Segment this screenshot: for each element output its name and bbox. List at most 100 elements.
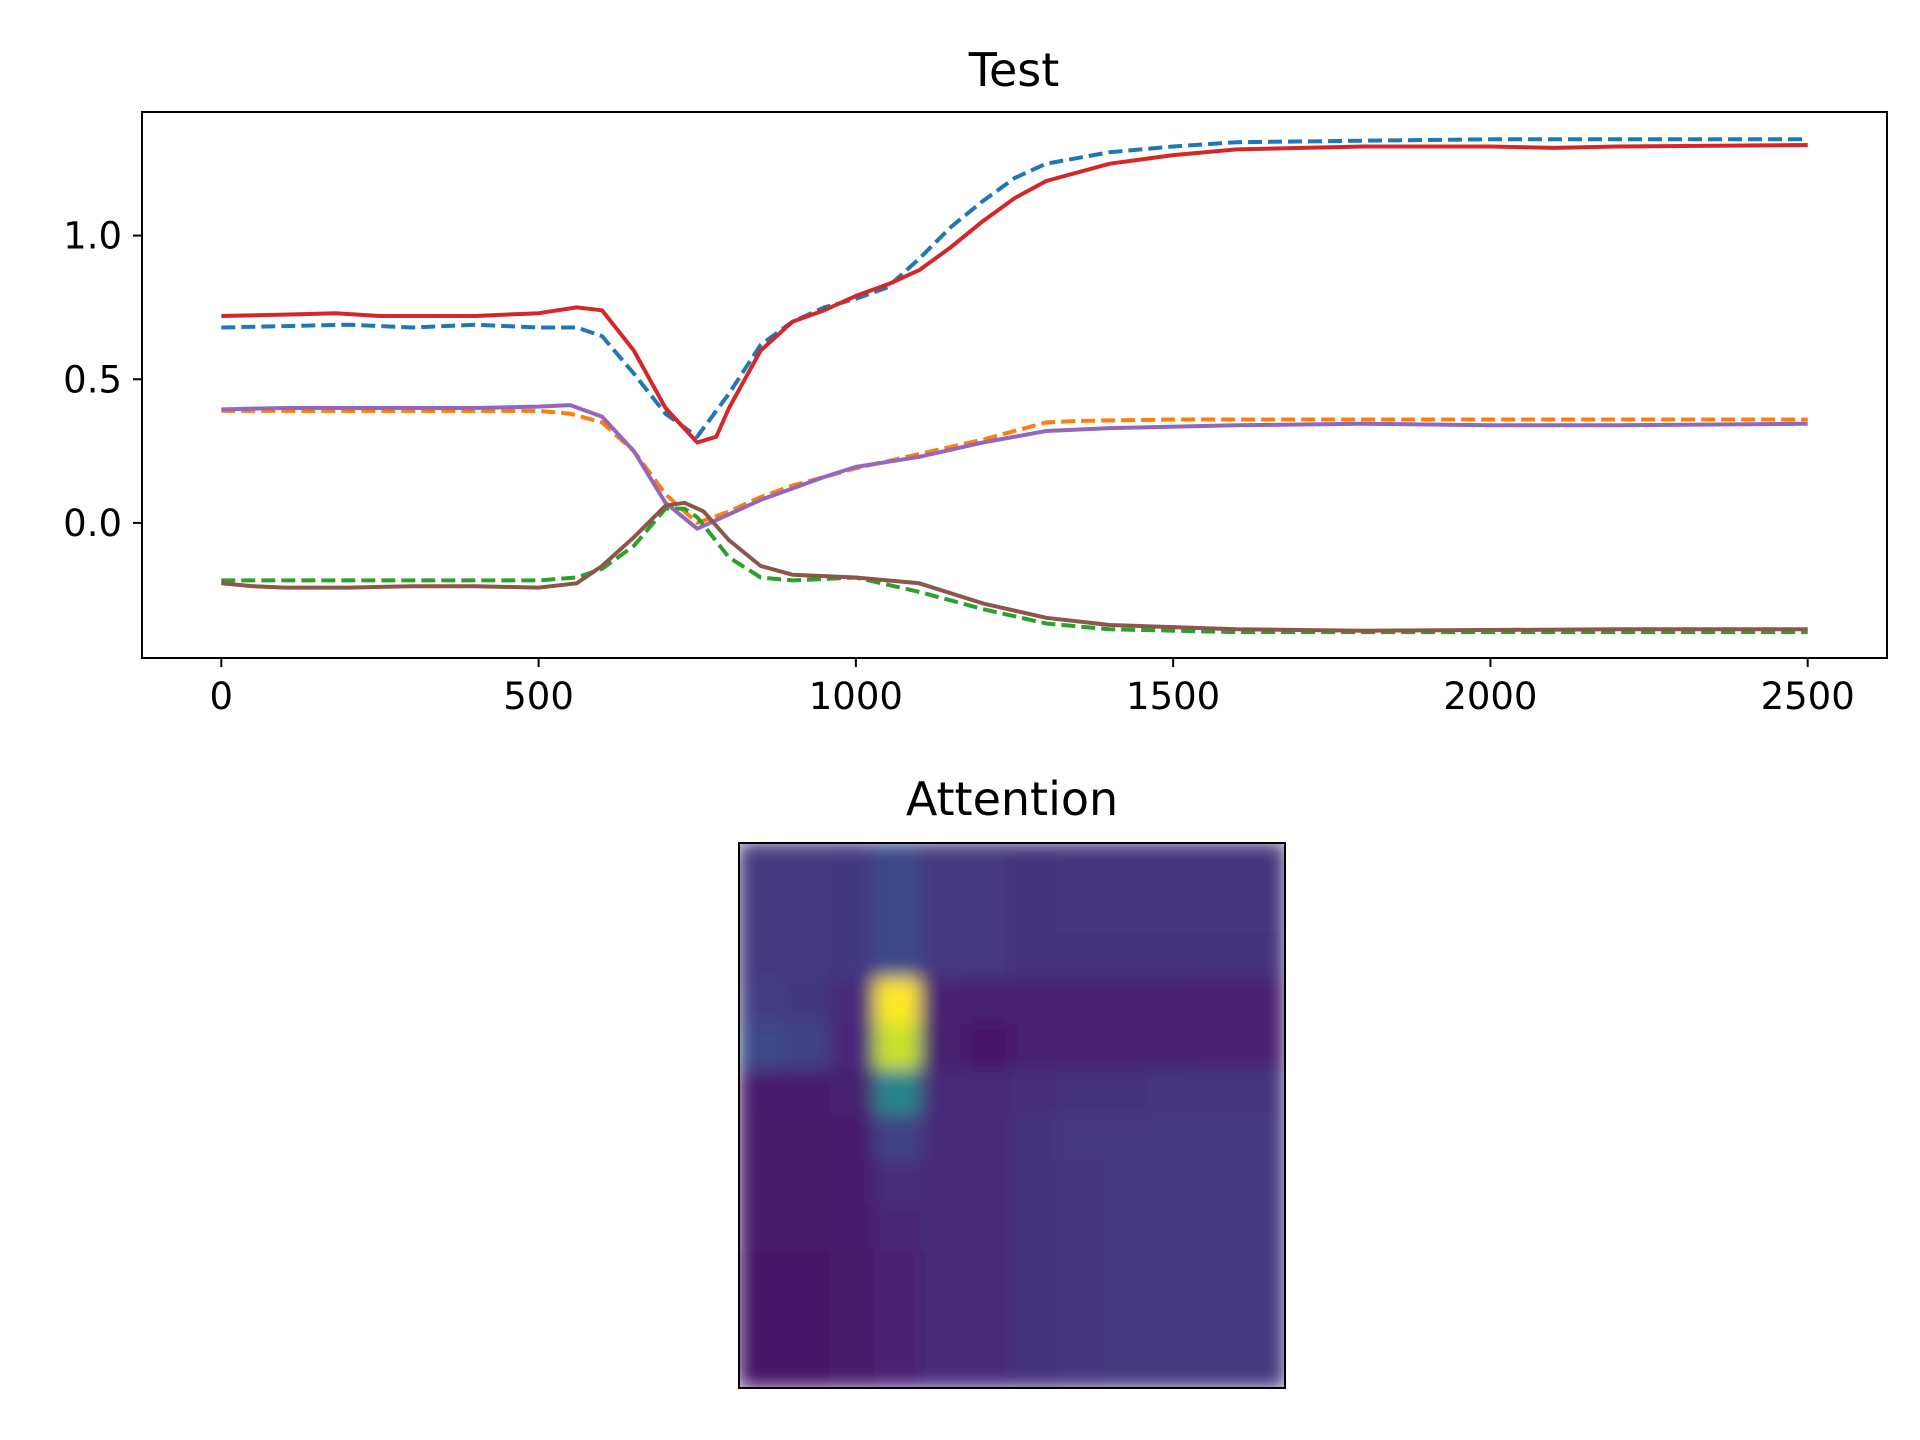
heatmap-cell	[1238, 1069, 1285, 1117]
heatmap-cell	[1011, 1205, 1059, 1253]
heatmap-cell	[1011, 978, 1059, 1026]
heatmap-cell	[829, 1159, 877, 1208]
series-line-1	[221, 137, 1808, 439]
heatmap-cell	[1193, 1159, 1241, 1208]
x-axis: 0 500 1000 1500 2000 2500	[210, 658, 1855, 718]
heatmap-cell	[1011, 843, 1059, 890]
heatmap-cell	[783, 1205, 831, 1253]
heatmap-cell	[1193, 1205, 1241, 1253]
heatmap-frame	[738, 842, 1286, 1389]
heatmap-cell	[1056, 1296, 1104, 1344]
heatmap-cell	[1056, 1023, 1104, 1072]
heatmap-cell	[829, 843, 877, 890]
series-line-3	[221, 506, 1808, 635]
y-tick-label: 1.0	[63, 215, 122, 258]
chart-title: Test	[968, 43, 1060, 97]
line-chart: Test 0 500 1000 1500 2000 2500 0.0 0.5 1.0	[63, 43, 1888, 718]
heatmap-cell	[783, 1114, 831, 1162]
heatmap-cell	[965, 1250, 1013, 1299]
heatmap-cell	[1238, 1250, 1285, 1299]
heatmap-cell	[1238, 1205, 1285, 1253]
heatmap-cell	[1238, 1023, 1285, 1072]
heatmap-cell	[1147, 1023, 1195, 1072]
heatmap-cell	[739, 843, 786, 890]
heatmap-cell	[739, 887, 786, 935]
heatmap-cell	[920, 1023, 968, 1072]
heatmap-cell	[1193, 843, 1241, 890]
heatmap-cell	[1238, 1341, 1285, 1388]
x-tick-label: 2500	[1761, 675, 1855, 718]
heatmap-cell	[829, 1023, 877, 1072]
heatmap-cell	[1193, 1023, 1241, 1072]
heatmap-cell	[920, 1341, 968, 1388]
heatmap-cell	[829, 1296, 877, 1344]
series-line-5	[221, 403, 1808, 531]
heatmap-cell	[739, 1341, 786, 1388]
heatmap-cell	[1147, 1250, 1195, 1299]
heatmap-cell	[829, 932, 877, 981]
heatmap-cell	[1238, 932, 1285, 981]
heatmap-cell	[1011, 1069, 1059, 1117]
heatmap-cell	[1193, 978, 1241, 1026]
heatmap-cell	[1056, 887, 1104, 935]
x-tick-label: 0	[210, 675, 234, 718]
heatmap-cell	[965, 843, 1013, 890]
heatmap-cell	[739, 978, 786, 1026]
heatmap-cell	[920, 1069, 968, 1117]
heatmap-cell	[1056, 1114, 1104, 1162]
heatmap-cell	[1147, 1296, 1195, 1344]
heatmap-cell	[1011, 1341, 1059, 1388]
heatmap-cell	[1147, 978, 1195, 1026]
heatmap-cell	[783, 1341, 831, 1388]
heatmap-cell	[874, 1023, 922, 1072]
series-line-2	[221, 408, 1808, 525]
heatmap-cell	[1147, 1114, 1195, 1162]
heatmap-cell	[920, 932, 968, 981]
heatmap-cell	[1056, 978, 1104, 1026]
heatmap-cell	[1193, 887, 1241, 935]
heatmap-cell	[874, 1114, 922, 1162]
series-line-6	[221, 500, 1808, 633]
heatmap-cell	[920, 978, 968, 1026]
x-tick-label: 1000	[809, 675, 903, 718]
heatmap-cell	[1011, 932, 1059, 981]
heatmap-cell	[1147, 1069, 1195, 1117]
heatmap-cell	[874, 932, 922, 981]
heatmap-cell	[739, 1114, 786, 1162]
heatmap-cell	[1193, 1069, 1241, 1117]
heatmap-cell	[1193, 1114, 1241, 1162]
heatmap-cell	[829, 978, 877, 1026]
heatmap-cell	[874, 1205, 922, 1253]
heatmap-cell	[783, 887, 831, 935]
heatmap-cell	[1011, 1114, 1059, 1162]
heatmap-cell	[1011, 887, 1059, 935]
heatmap-cell	[829, 1205, 877, 1253]
heatmap-cell	[829, 887, 877, 935]
heatmap-cell	[1056, 1205, 1104, 1253]
heatmap-cell	[783, 843, 831, 890]
heatmap-cell	[874, 843, 922, 890]
heatmap-cell	[1102, 1114, 1150, 1162]
heatmap-cell	[1102, 887, 1150, 935]
heatmap-cell	[1056, 1159, 1104, 1208]
x-tick-label: 2000	[1443, 675, 1537, 718]
heatmap-cell	[829, 1069, 877, 1117]
heatmap-cell	[1193, 1341, 1241, 1388]
heatmap-cell	[874, 887, 922, 935]
heatmap-cell	[1102, 1069, 1150, 1117]
x-tick-label: 1500	[1126, 675, 1220, 718]
heatmap-cell	[874, 978, 922, 1026]
heatmap-cell	[1011, 1159, 1059, 1208]
heatmap-cell	[1147, 932, 1195, 981]
heatmap-cell	[783, 1023, 831, 1072]
y-tick-label: 0.5	[63, 358, 122, 401]
y-tick-label: 0.0	[63, 502, 122, 545]
heatmap-cell	[1193, 1296, 1241, 1344]
heatmap-cell	[783, 1159, 831, 1208]
heatmap-cell	[1102, 1023, 1150, 1072]
heatmap-cell	[965, 1114, 1013, 1162]
y-axis: 0.0 0.5 1.0	[63, 215, 142, 545]
heatmap-cell	[874, 1069, 922, 1117]
heatmap-cell	[1102, 1296, 1150, 1344]
